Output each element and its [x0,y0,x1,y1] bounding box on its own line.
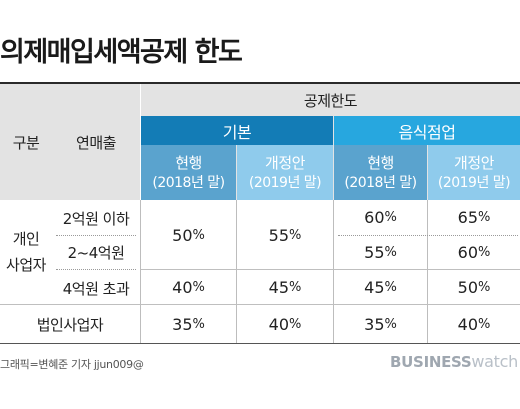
header-limit: 공제한도 [303,91,358,110]
header-category: 구분 [12,133,40,152]
header-revenue: 연매출 [76,133,116,152]
header-basic-current: 현행 (2018년 말) [141,145,236,200]
header-food-current: 현행 (2018년 말) [334,145,427,200]
group-individual: 개인 사업자 [6,230,46,274]
value-food-reform-r3: 50% [457,278,491,297]
grid-line [427,200,428,343]
row-revenue-3: 4억원 초과 [62,279,130,298]
value-food-reform-r2: 60% [457,243,491,262]
page-title: 의제매입세액공제 한도 [0,37,243,68]
value-basic-reform-r4: 40% [268,314,302,334]
graphic-credit: 그래픽=변혜준 기자 jjun009@ [0,358,144,371]
value-basic-reform-r3: 45% [268,278,302,297]
value-food-current-r1: 60% [364,208,397,227]
current-label: 현행 [175,153,202,172]
grid-line [56,235,136,236]
reform-label: 개정안 [265,153,305,172]
bottom-line [0,343,520,344]
reform-label: 개정안 [454,153,494,172]
businesswatch-logo: BUSINESSwatch [390,352,518,371]
reform-sub: (2019년 말) [248,174,322,191]
current-label: 현행 [367,153,394,172]
value-basic-current-r3: 40% [172,278,205,297]
grid-line [56,269,136,270]
value-food-current-r4: 35% [364,314,397,334]
row-revenue-1: 2억원 이하 [62,209,130,228]
grid-line [338,235,518,236]
grid-line [0,304,520,305]
header-food: 음식점업 [334,116,520,145]
row-revenue-2: 2~4억원 [67,243,125,262]
value-food-current-r3: 45% [364,278,397,297]
current-sub: (2018년 말) [152,174,225,191]
header-divider [140,84,141,200]
value-basic-reform-r12: 55% [268,225,302,245]
grid-line [140,200,141,343]
top-divider [0,82,520,84]
header-basic-reform: 개정안 (2019년 말) [237,145,333,200]
value-food-reform-r1: 65% [457,208,491,227]
header-food-reform: 개정안 (2019년 말) [428,145,520,200]
value-food-current-r2: 55% [364,243,397,262]
reform-sub: (2019년 말) [437,174,511,191]
grid-line [141,269,520,270]
value-basic-current-r4: 35% [172,314,205,334]
grid-line [333,200,334,343]
value-basic-current-r12: 50% [172,225,205,245]
grid-line [236,200,237,343]
value-food-reform-r4: 40% [457,314,491,334]
header-basic: 기본 [141,116,333,145]
current-sub: (2018년 말) [344,174,417,191]
group-corporate: 법인사업자 [36,315,104,334]
